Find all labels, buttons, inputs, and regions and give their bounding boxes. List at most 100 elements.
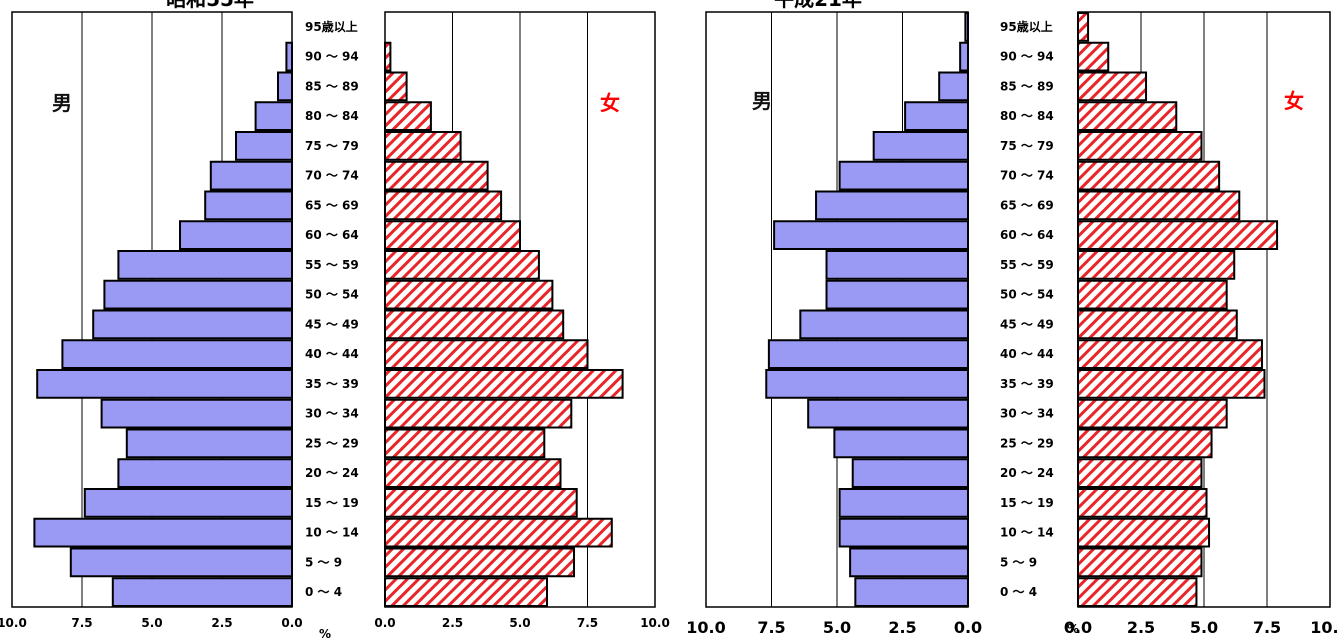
female-axis-tick-label: 10.0 [1310,618,1337,637]
male-bar [838,517,969,548]
female-bar [1077,12,1090,42]
age-group-label: 35 ～ 39 [305,377,359,391]
age-group-label: 20 ～ 24 [305,466,359,480]
female-bar [384,190,503,221]
female-bar [384,488,578,518]
age-group-label: 5 ～ 9 [305,555,342,569]
male-bar [125,428,293,459]
age-group-label: 75 ～ 79 [305,139,359,153]
male-axis-tick-label: 7.5 [757,618,785,637]
male-bar [964,12,970,42]
male-bar [103,279,294,310]
female-bar [1077,41,1110,72]
male-axis-tick-label: 5.0 [823,618,851,637]
age-group-label: 50 ～ 54 [1000,288,1054,302]
male-bar [815,190,969,221]
female-label: 女 [600,91,620,115]
pyramid-title: 昭和55年 [166,0,254,11]
male-bar [849,547,969,578]
male-bar [854,577,970,607]
female-bar [384,41,392,72]
age-group-label: 45 ～ 49 [305,317,359,331]
female-bar [1077,250,1236,280]
age-group-label: 50 ～ 54 [305,288,359,302]
male-bar [277,71,293,102]
male-bar [765,369,970,399]
female-bar [1077,577,1198,607]
age-group-label: 40 ～ 44 [305,347,359,361]
male-bar [938,71,969,102]
male-axis-tick-label: 10.0 [0,616,27,630]
age-group-label: 25 ～ 29 [305,436,359,450]
male-bar [825,250,970,280]
age-group-label: 5 ～ 9 [1000,555,1037,569]
male-bar [959,41,970,72]
male-bar [235,131,293,161]
male-axis-tick-label: 2.5 [888,618,916,637]
age-group-label: 60 ～ 64 [305,228,359,242]
female-bar [384,369,624,399]
age-group-label: 15 ～ 19 [305,496,359,510]
female-bar [384,309,565,340]
female-bar [1077,488,1208,518]
female-bar [1077,428,1213,459]
female-bar [1077,398,1228,429]
female-bar [384,428,546,459]
age-group-label: 45 ～ 49 [1000,317,1054,331]
female-bar [1077,220,1279,250]
male-bar [36,369,294,399]
female-bar [384,547,575,578]
male-bar [209,160,293,191]
female-bar [384,250,540,280]
age-group-label: 75 ～ 79 [1000,139,1054,153]
female-bar [1077,309,1238,340]
age-group-label: 90 ～ 94 [305,50,359,64]
male-bar [904,101,969,131]
male-bar [83,488,293,518]
female-axis-tick-label: 0.0 [1064,618,1092,637]
female-bar [384,220,521,250]
female-bar [384,160,489,191]
female-axis-tick-label: 5.0 [1190,618,1218,637]
female-bar [1077,369,1266,399]
age-group-label: 40 ～ 44 [1000,347,1054,361]
male-bar [179,220,293,250]
male-axis-tick-label: 5.0 [141,616,162,630]
female-bar [384,458,562,488]
male-bar [807,398,969,429]
age-group-label: 30 ～ 34 [305,407,359,421]
age-group-label: 55 ～ 59 [1000,258,1054,272]
male-bar [872,131,969,161]
male-bar [100,398,293,429]
female-bar [1077,160,1221,191]
male-bar [254,101,294,131]
male-axis-tick-label: 10.0 [686,618,725,637]
age-group-label: 65 ～ 69 [305,198,359,212]
age-group-label: 85 ～ 89 [1000,79,1054,93]
age-group-label: 70 ～ 74 [1000,169,1054,183]
male-bar [838,488,969,518]
male-label: 男 [752,89,772,113]
age-group-label: 25 ～ 29 [1000,436,1054,450]
female-axis-tick-label: 2.5 [442,616,463,630]
male-bar [111,577,293,607]
male-bar [773,220,969,250]
age-group-label: 80 ～ 84 [305,109,359,123]
male-axis-tick-label: 7.5 [71,616,92,630]
female-bar [384,101,432,131]
female-bar [384,131,462,161]
age-group-label: 35 ～ 39 [1000,377,1054,391]
age-group-label: 65 ～ 69 [1000,198,1054,212]
female-bar [1077,517,1211,548]
male-bar [204,190,293,221]
female-bar [1077,458,1203,488]
female-axis-tick-label: 7.5 [577,616,598,630]
female-axis-tick-label: 7.5 [1253,618,1281,637]
pyramid-panel-2 [705,11,1331,608]
male-bar [69,547,293,578]
male-bar [92,309,293,340]
age-group-label: 0 ～ 4 [1000,585,1037,599]
male-bar [825,279,970,310]
